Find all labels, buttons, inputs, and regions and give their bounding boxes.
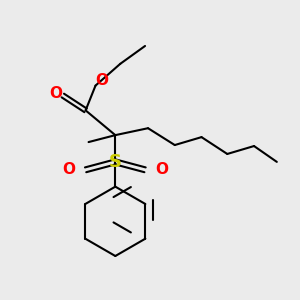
Text: O: O [62,162,75,177]
Text: O: O [155,162,168,177]
Text: O: O [50,86,62,101]
Text: O: O [95,73,108,88]
Text: S: S [109,153,122,171]
